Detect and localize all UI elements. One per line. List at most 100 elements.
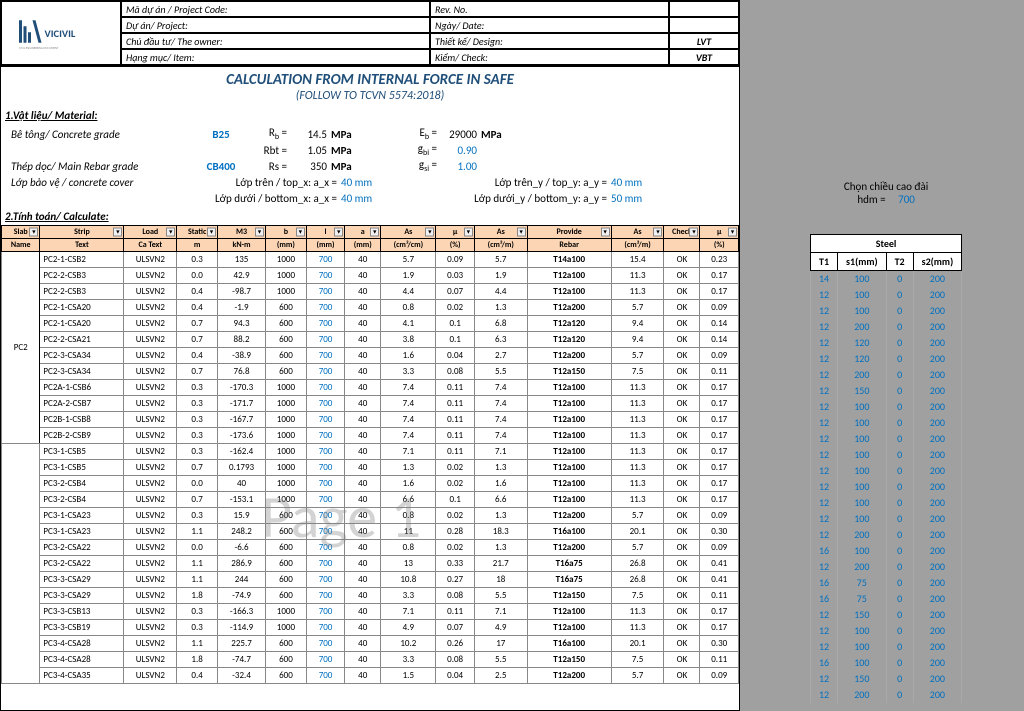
cell[interactable]: 700 [306, 572, 344, 588]
cell[interactable]: PC3-4-CSA35 [40, 668, 124, 684]
steel-cell[interactable]: 12 [811, 495, 838, 511]
steel-cell[interactable]: 0 [886, 447, 913, 463]
cell[interactable]: 5.7 [611, 300, 664, 316]
cell[interactable]: 0.4 [177, 348, 218, 364]
cell[interactable]: 7.1 [381, 604, 436, 620]
cell[interactable]: 1.5 [381, 668, 436, 684]
steel-cell[interactable]: 100 [838, 271, 887, 287]
steel-cell[interactable]: 0 [886, 287, 913, 303]
cell[interactable]: OK [664, 524, 700, 540]
cell[interactable]: 3.3 [381, 588, 436, 604]
cell[interactable]: 40 [345, 508, 381, 524]
cell[interactable]: 0.7 [177, 332, 218, 348]
cell[interactable]: 0.3 [177, 428, 218, 444]
hdr-revno[interactable]: Rev. No. [430, 1, 669, 17]
steel-cell[interactable]: 0 [886, 671, 913, 687]
cell[interactable]: 40 [345, 620, 381, 636]
steel-cell[interactable]: 12 [811, 383, 838, 399]
hdr-project-code[interactable]: Mã dự án / Project Code: [121, 1, 430, 17]
cell[interactable]: ULSVN2 [124, 604, 177, 620]
cell[interactable]: 0.8 [381, 508, 436, 524]
cell[interactable]: PC2-1-CSA20 [40, 316, 124, 332]
cell[interactable]: 0.09 [436, 252, 474, 268]
cell[interactable]: 5.7 [611, 668, 664, 684]
cell[interactable]: 0.7 [177, 460, 218, 476]
steel-cell[interactable]: 200 [913, 383, 962, 399]
cell[interactable]: -114.9 [218, 620, 266, 636]
steel-cell[interactable]: 12 [811, 607, 838, 623]
cell[interactable]: 20.1 [611, 636, 664, 652]
steel-cell[interactable]: 100 [838, 543, 887, 559]
steel-cell[interactable]: 16 [811, 591, 838, 607]
cell[interactable]: T12a120 [527, 316, 611, 332]
steel-row[interactable]: 121000200 [811, 415, 962, 431]
table-row[interactable]: PC2-3-CSA34ULSVN20.4-38.9600700401.60.04… [2, 348, 739, 364]
cell[interactable]: OK [664, 556, 700, 572]
cell[interactable]: T12a100 [527, 428, 611, 444]
cell[interactable]: 0.30 [700, 524, 739, 540]
cell[interactable]: 10.8 [381, 572, 436, 588]
hdr-date[interactable]: Ngày/ Date: [430, 17, 669, 33]
cell[interactable]: 0.17 [700, 412, 739, 428]
cell[interactable]: 11.3 [611, 380, 664, 396]
col-13[interactable]: Check▾ [664, 226, 700, 239]
steel-cell[interactable]: 0 [886, 319, 913, 335]
steel-cell[interactable]: 12 [811, 447, 838, 463]
cell[interactable]: 600 [266, 348, 307, 364]
steel-row[interactable]: 121500200 [811, 671, 962, 687]
table-row[interactable]: PC3-3-CSA29ULSVN21.8-74.9600700403.30.08… [2, 588, 739, 604]
table-row[interactable]: PC2-1-CSA20ULSVN20.4-1.9600700400.80.021… [2, 300, 739, 316]
cell[interactable]: OK [664, 604, 700, 620]
col-6[interactable]: l▾ [306, 226, 344, 239]
cell[interactable]: 40 [345, 348, 381, 364]
steel-cell[interactable]: 12 [811, 687, 838, 703]
cell[interactable]: 248.2 [218, 524, 266, 540]
steel-row[interactable]: 121500200 [811, 383, 962, 399]
cell[interactable]: 0.0 [177, 540, 218, 556]
steel-cell[interactable]: 12 [811, 639, 838, 655]
cell[interactable]: 1.8 [177, 588, 218, 604]
cell[interactable]: 0.09 [700, 300, 739, 316]
col-0[interactable]: Slab▾ [2, 226, 40, 239]
steel-row[interactable]: 121000200 [811, 479, 962, 495]
cell[interactable]: 0.1 [436, 332, 474, 348]
cell[interactable]: 11.3 [611, 428, 664, 444]
cell[interactable]: OK [664, 620, 700, 636]
steel-cell[interactable]: 200 [913, 351, 962, 367]
cell[interactable]: 600 [266, 668, 307, 684]
cell[interactable]: ULSVN2 [124, 300, 177, 316]
cell[interactable]: 0.09 [700, 668, 739, 684]
cell[interactable]: 600 [266, 524, 307, 540]
cell[interactable]: 11.3 [611, 604, 664, 620]
steel-cell[interactable]: 0 [886, 335, 913, 351]
steel-row[interactable]: 122000200 [811, 319, 962, 335]
steel-cell[interactable]: 200 [838, 319, 887, 335]
cell[interactable]: 244 [218, 572, 266, 588]
cell[interactable]: OK [664, 300, 700, 316]
cell[interactable]: 700 [306, 540, 344, 556]
table-row[interactable]: PC3-4-CSA28ULSVN21.8-74.7600700403.30.08… [2, 652, 739, 668]
cell[interactable]: 700 [306, 604, 344, 620]
cell[interactable]: 1.8 [177, 652, 218, 668]
cell[interactable]: ULSVN2 [124, 316, 177, 332]
cell[interactable]: 0.17 [700, 476, 739, 492]
cell[interactable]: 3.8 [381, 332, 436, 348]
cell[interactable]: ULSVN2 [124, 428, 177, 444]
cell[interactable]: -170.3 [218, 380, 266, 396]
cell[interactable]: ULSVN2 [124, 460, 177, 476]
cell[interactable]: 700 [306, 268, 344, 284]
cell[interactable]: 20.1 [611, 524, 664, 540]
cell[interactable]: OK [664, 268, 700, 284]
cell[interactable]: ULSVN2 [124, 380, 177, 396]
cell[interactable]: 1.1 [177, 572, 218, 588]
cell[interactable]: PC2-1-CSA20 [40, 300, 124, 316]
cell[interactable]: 1.6 [381, 476, 436, 492]
cell[interactable]: 5.5 [474, 364, 527, 380]
steel-cell[interactable]: 12 [811, 287, 838, 303]
cell[interactable]: 1.3 [474, 540, 527, 556]
cell[interactable]: 0.17 [700, 380, 739, 396]
cell[interactable]: ULSVN2 [124, 364, 177, 380]
cell[interactable]: 40 [345, 332, 381, 348]
col-5[interactable]: b▾ [266, 226, 307, 239]
steel-cell[interactable]: 200 [913, 671, 962, 687]
